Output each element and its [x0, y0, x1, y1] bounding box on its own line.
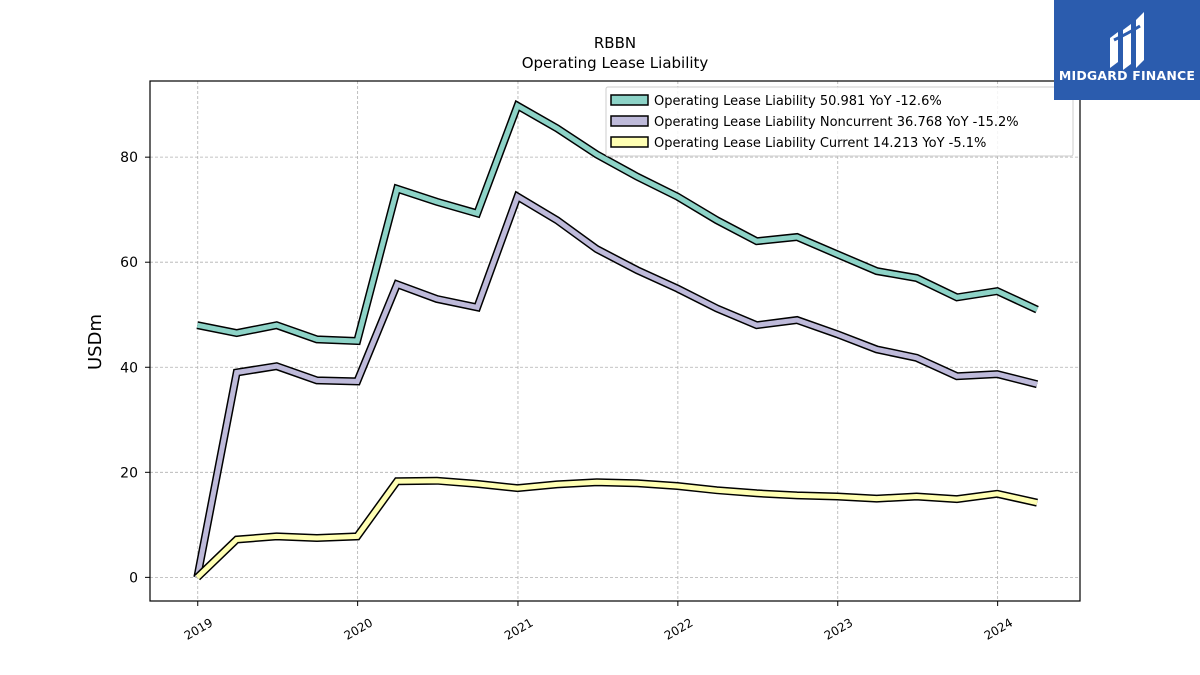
legend-label-0: Operating Lease Liability 50.981 YoY -12…	[654, 94, 942, 109]
y-tick-label: 0	[129, 570, 138, 586]
y-tick-label: 40	[120, 360, 138, 376]
legend: Operating Lease Liability 50.981 YoY -12…	[605, 86, 1074, 157]
x-tick-label: 2023	[822, 615, 855, 642]
legend-label-1: Operating Lease Liability Noncurrent 36.…	[654, 115, 1019, 130]
x-tick-label: 2019	[182, 615, 215, 642]
legend-swatch-0	[610, 94, 649, 106]
legend-box	[605, 86, 1074, 157]
y-tick-label: 60	[120, 255, 138, 271]
series-outline-1	[193, 190, 1039, 579]
series-line-1	[194, 192, 1038, 578]
y-tick-label: 20	[120, 465, 138, 481]
series-layer	[193, 99, 1039, 581]
y-axis-label: USDm	[85, 314, 106, 370]
legend-swatch-1	[610, 115, 649, 127]
legend-label-2: Operating Lease Liability Current 14.213…	[654, 136, 986, 151]
midgard-logo-icon	[1110, 12, 1144, 70]
series-line-2	[195, 478, 1038, 580]
x-tick-label: 2024	[982, 615, 1015, 642]
grid	[150, 81, 1080, 601]
logo-text: MIDGARD FINANCE	[1058, 68, 1196, 83]
legend-swatch-2	[610, 136, 649, 148]
x-tick-label: 2022	[662, 615, 695, 642]
series-line-0	[196, 102, 1039, 344]
y-tick-label: 80	[120, 150, 138, 166]
x-tick-label: 2020	[342, 615, 375, 642]
x-tick-label: 2021	[502, 615, 535, 642]
plot-frame	[149, 80, 1081, 602]
midgard-finance-logo: MIDGARD FINANCE	[1054, 0, 1200, 100]
chart-title: RBBN	[594, 34, 636, 52]
chart-subtitle: Operating Lease Liability	[522, 54, 709, 72]
